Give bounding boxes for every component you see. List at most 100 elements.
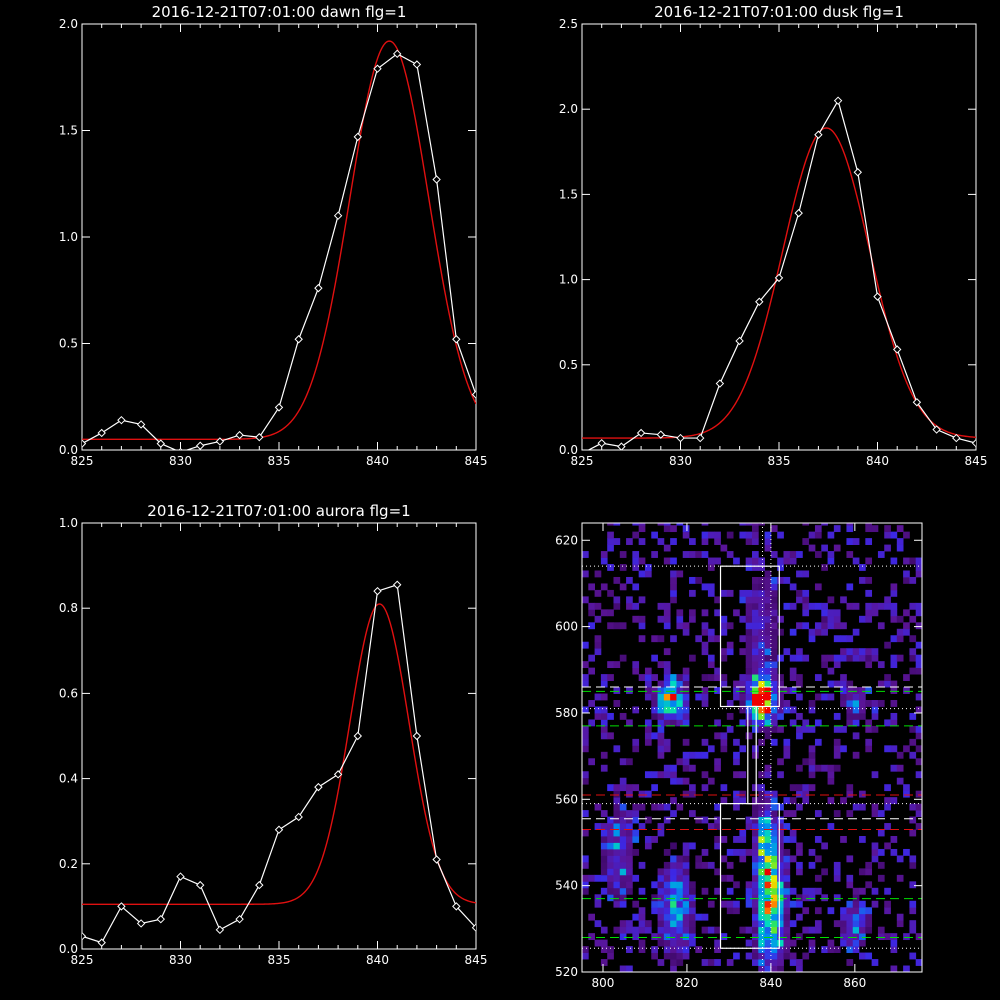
data-point-marker — [178, 447, 183, 450]
image-pixel — [852, 628, 860, 636]
image-pixel — [821, 622, 828, 630]
image-pixel — [758, 926, 765, 934]
image-pixel — [865, 952, 873, 960]
image-pixel — [796, 712, 803, 720]
image-pixel — [695, 816, 703, 824]
data-point-marker — [274, 825, 284, 834]
image-pixel — [752, 538, 759, 545]
image-pixel — [651, 803, 658, 811]
image-pixel — [682, 933, 690, 941]
image-pixel — [689, 907, 696, 915]
image-pixel — [644, 842, 652, 850]
data-point-marker — [912, 398, 922, 407]
image-pixel — [846, 719, 854, 727]
image-pixel — [789, 667, 797, 675]
image-pixel — [846, 900, 854, 908]
image-pixel — [764, 654, 772, 662]
image-pixel — [890, 654, 898, 662]
image-pixel — [619, 881, 627, 889]
image-pixel — [657, 751, 665, 759]
image-pixel — [865, 719, 873, 727]
image-pixel — [651, 706, 658, 714]
image-pixel — [859, 920, 866, 928]
image-pixel — [644, 719, 652, 727]
image-pixel — [909, 751, 917, 759]
image-pixel — [739, 635, 747, 643]
image-pixel — [827, 680, 835, 688]
image-pixel — [670, 700, 677, 707]
image-pixel — [626, 784, 633, 792]
image-pixel — [720, 654, 728, 662]
image-pixel — [682, 887, 690, 895]
image-pixel — [758, 868, 765, 876]
image-pixel — [613, 790, 621, 798]
y-tick-label: 1.0 — [59, 230, 78, 244]
image-pixel — [915, 641, 922, 649]
y-tick-label: 540 — [555, 879, 578, 893]
data-point-marker — [432, 175, 441, 184]
image-pixel — [777, 576, 784, 584]
data-point-marker — [373, 64, 382, 73]
x-tick-label: 830 — [169, 953, 192, 967]
image-pixel — [752, 803, 759, 811]
image-pixel — [695, 861, 703, 869]
image-pixel — [676, 913, 684, 921]
image-pixel — [651, 894, 658, 902]
image-pixel — [619, 564, 627, 571]
panel-title: 2016-12-21T07:01:00 dawn flg=1 — [152, 3, 407, 21]
image-pixel — [802, 887, 810, 895]
image-pixel — [909, 615, 917, 623]
image-pixel — [739, 674, 747, 681]
image-pixel — [701, 926, 709, 934]
image-pixel — [846, 933, 854, 941]
image-pixel — [663, 913, 671, 921]
image-pixel — [600, 751, 608, 759]
image-pixel — [739, 855, 747, 863]
image-pixel — [840, 596, 847, 604]
image-pixel — [720, 674, 728, 681]
image-pixel — [833, 725, 841, 733]
image-pixel — [676, 615, 684, 623]
image-pixel — [884, 784, 891, 792]
image-pixel — [594, 900, 602, 908]
image-pixel — [745, 706, 753, 714]
image-pixel — [638, 920, 646, 928]
image-pixel — [852, 557, 860, 565]
image-pixel — [752, 829, 759, 837]
image-pixel — [846, 680, 854, 688]
image-pixel — [909, 602, 917, 610]
image-pixel — [764, 823, 772, 830]
image-pixel — [770, 648, 778, 656]
image-pixel — [651, 687, 658, 694]
image-pixel — [720, 615, 728, 623]
image-pixel — [808, 628, 816, 636]
image-pixel — [651, 693, 658, 701]
image-pixel — [663, 881, 671, 889]
image-pixel — [739, 596, 747, 604]
image-pixel — [840, 933, 847, 941]
image-pixel — [915, 564, 922, 571]
image-pixel — [626, 874, 633, 882]
image-pixel — [758, 589, 765, 597]
image-pixel — [600, 583, 608, 591]
image-pixel — [865, 881, 873, 889]
image-pixel — [890, 719, 898, 727]
image-pixel — [758, 771, 765, 779]
image-pixel — [714, 538, 721, 545]
image-pixel — [701, 816, 709, 824]
image-pixel — [833, 738, 841, 746]
image-pixel — [915, 803, 922, 811]
image-pixel — [670, 920, 677, 928]
image-pixel — [852, 900, 860, 908]
image-pixel — [783, 836, 791, 843]
image-pixel — [752, 557, 759, 565]
image-pixel — [663, 816, 671, 824]
image-pixel — [613, 829, 621, 837]
image-pixel — [915, 609, 922, 617]
image-pixel — [739, 719, 747, 727]
image-pixel — [827, 771, 835, 779]
image-pixel — [720, 738, 728, 746]
image-pixel — [783, 933, 791, 941]
image-pixel — [701, 751, 709, 759]
y-tick-label: 2.5 — [559, 17, 578, 31]
